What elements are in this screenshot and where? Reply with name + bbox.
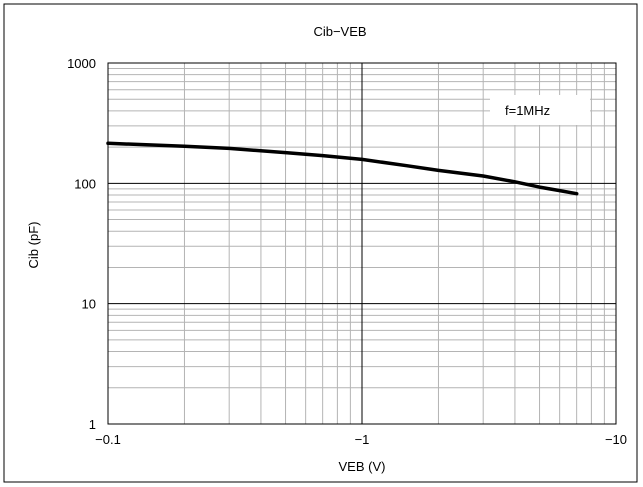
- y-axis-label: Cib (pF): [26, 222, 41, 269]
- chart-title: Cib−VEB: [313, 24, 366, 39]
- series-line: [106, 141, 579, 196]
- y-tick-labels: 1 10 100 1000: [67, 56, 96, 432]
- y-tick-label: 1: [89, 417, 96, 432]
- x-axis-label: VEB (V): [339, 459, 386, 474]
- chart-frame: [3, 3, 638, 483]
- y-tick-label: 100: [74, 176, 96, 191]
- y-tick-label: 10: [82, 297, 96, 312]
- x-tick-label: −1: [355, 432, 370, 447]
- x-tick-label: −10: [605, 432, 627, 447]
- x-tick-labels: −0.1 −1 −10: [95, 432, 627, 447]
- annotation-label: f=1MHz: [505, 103, 550, 118]
- plot-area-border: [107, 62, 617, 425]
- x-tick-label: −0.1: [95, 432, 121, 447]
- y-tick-label: 1000: [67, 56, 96, 71]
- annotation-background: [490, 95, 590, 125]
- annotation-box: f=1MHz: [490, 95, 590, 125]
